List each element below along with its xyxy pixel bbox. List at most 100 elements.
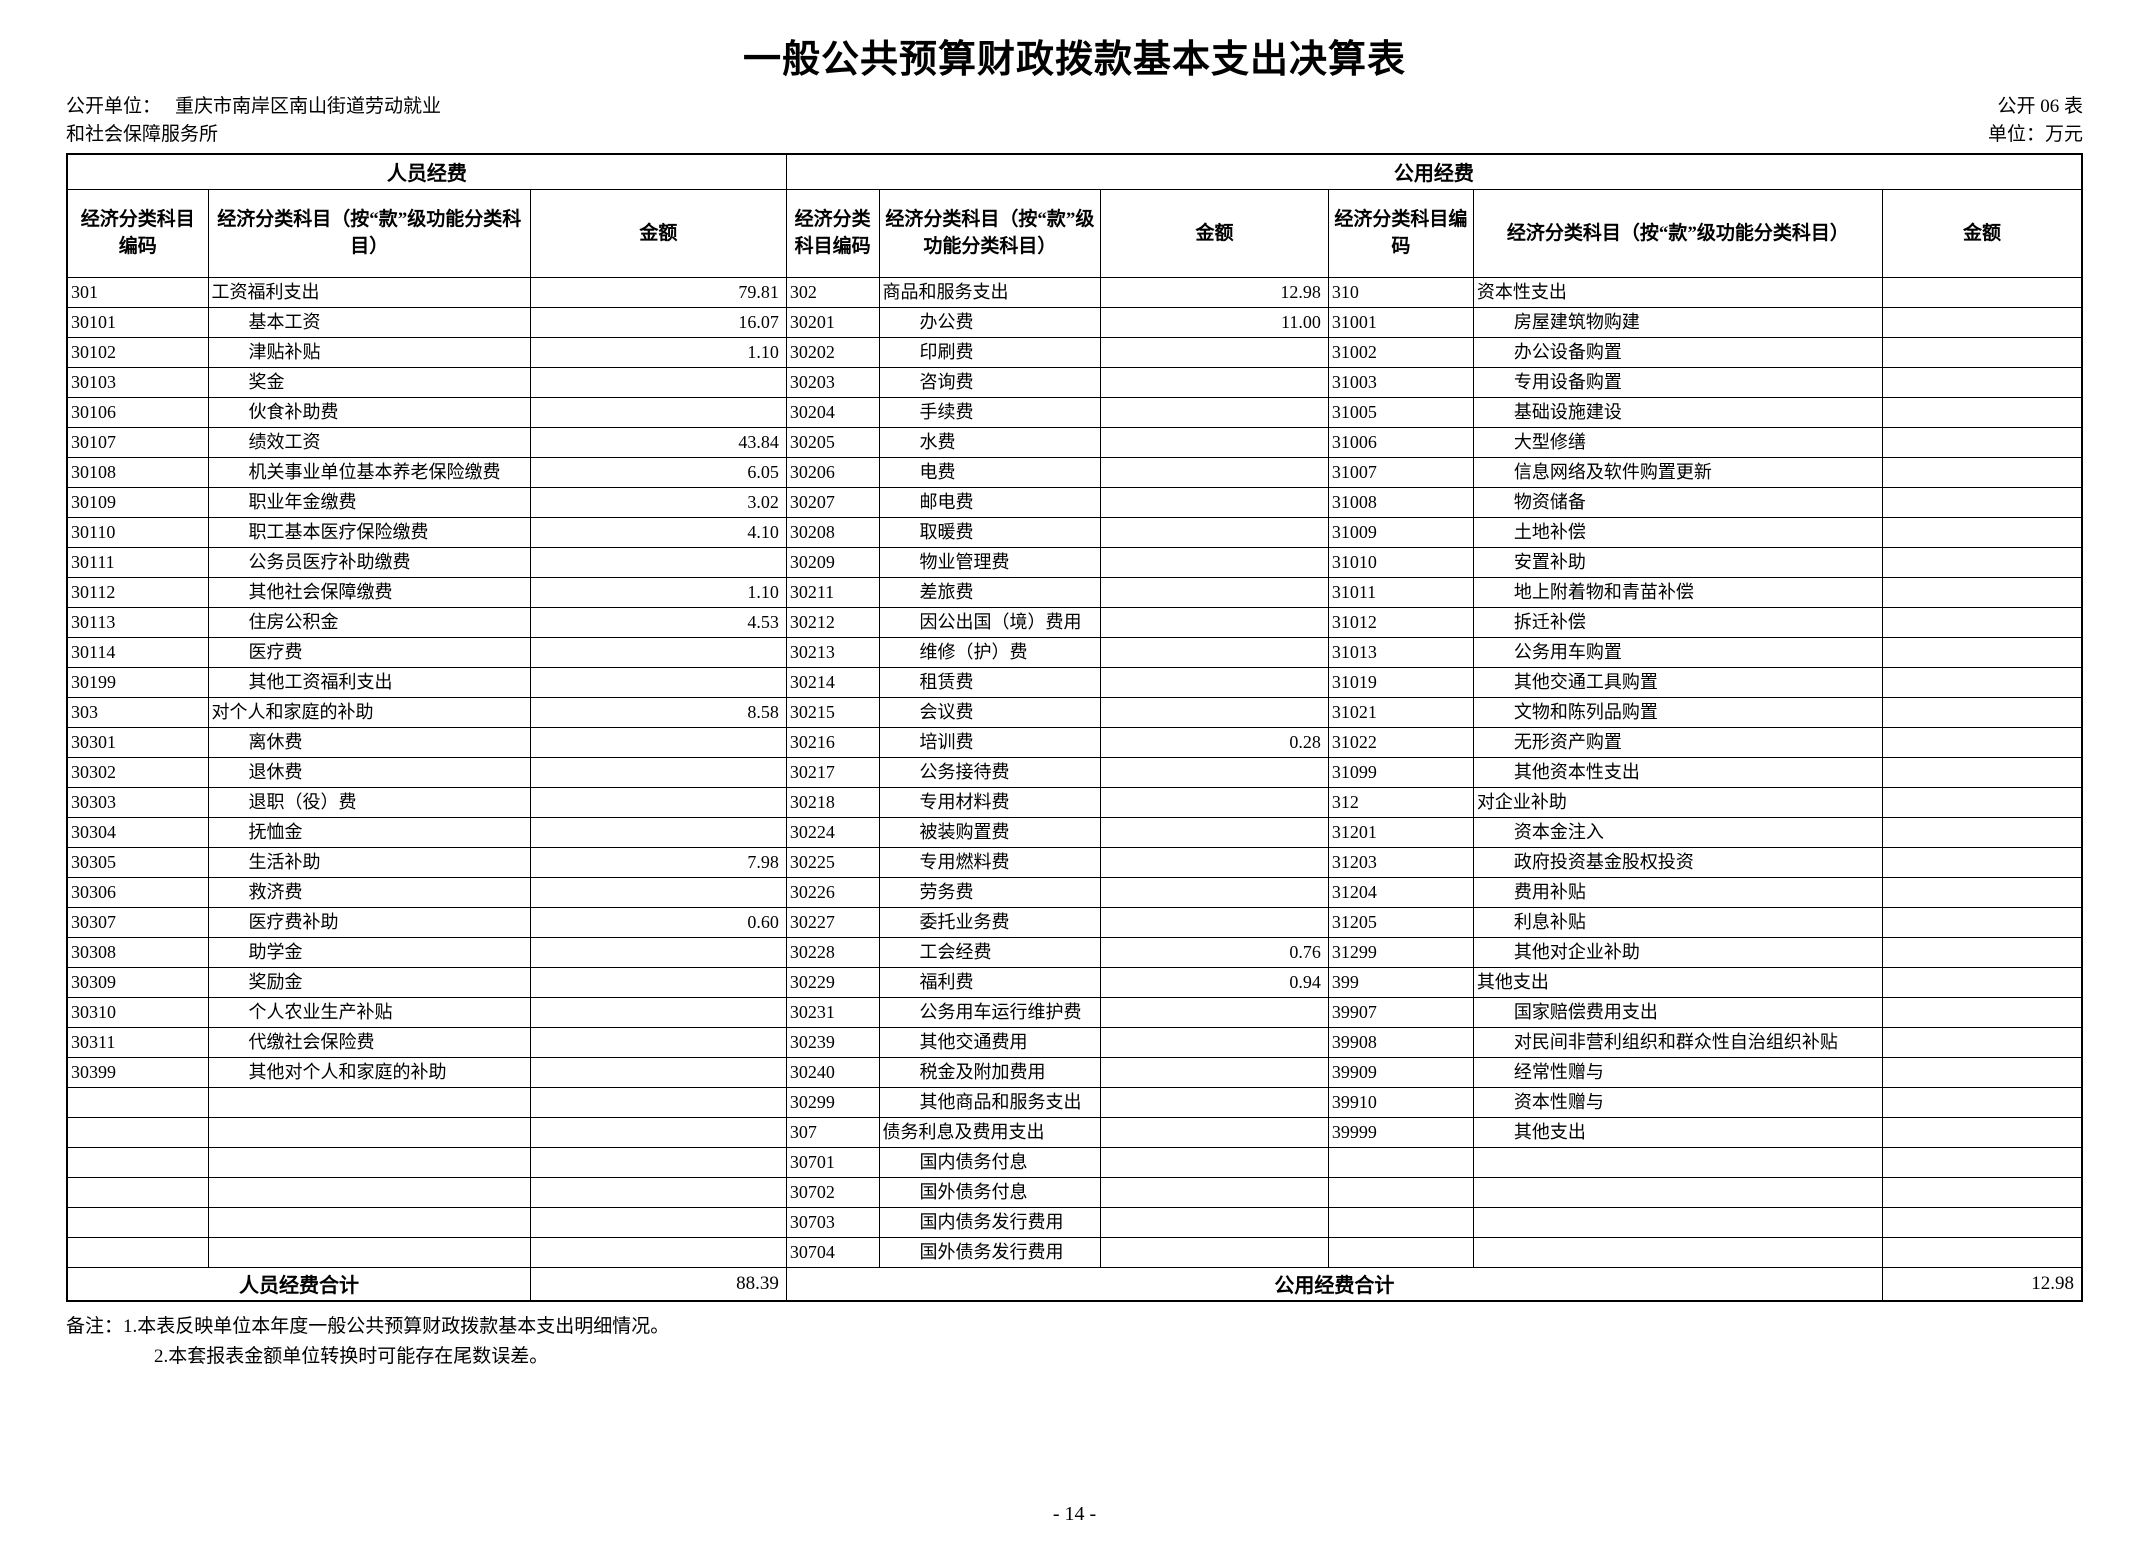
amount-cell: [1100, 336, 1329, 368]
totals-row: 人员经费合计 88.39 公用经费合计 12.98: [66, 1266, 2083, 1302]
code-cell: 31204: [1327, 876, 1474, 908]
code-cell: 30701: [785, 1146, 880, 1178]
amount-cell: [529, 1116, 787, 1148]
code-cell: 302: [785, 276, 880, 308]
amount-cell: [1100, 576, 1329, 608]
subject-cell: 物资储备: [1472, 486, 1883, 518]
code-cell: 310: [1327, 276, 1474, 308]
publisher-label: 公开单位：: [66, 96, 162, 117]
code-cell: 30106: [66, 396, 209, 428]
code-cell: 30110: [66, 516, 209, 548]
amount-cell: [1100, 846, 1329, 878]
subject-cell: 奖励金: [207, 966, 531, 998]
table-row: 30304 抚恤金 30224 被装购置费 31201 资本金注入: [66, 816, 2083, 848]
code-cell: 30307: [66, 906, 209, 938]
subject-cell: 被装购置费: [878, 816, 1102, 848]
subject-cell: 信息网络及软件购置更新: [1472, 456, 1883, 488]
code-cell: [1327, 1146, 1474, 1178]
subject-cell: 物业管理费: [878, 546, 1102, 578]
code-cell: 30303: [66, 786, 209, 818]
table-row: 30305 生活补助 7.98 30225 专用燃料费 31203 政府投资基金股权投资: [66, 846, 2083, 878]
amount-cell: [1100, 666, 1329, 698]
table-row: 30106 伙食补助费 30204 手续费 31005 基础设施建设: [66, 396, 2083, 428]
subject-cell: 资本金注入: [1472, 816, 1883, 848]
amount-cell: [1881, 276, 2083, 308]
col-header-amount-public-2: 金额: [1881, 188, 2083, 278]
amount-cell: 0.28: [1100, 726, 1329, 758]
amount-cell: [1881, 516, 2083, 548]
subject-cell: 商品和服务支出: [878, 276, 1102, 308]
amount-cell: [1100, 1176, 1329, 1208]
subject-cell: 委托业务费: [878, 906, 1102, 938]
amount-cell: [1881, 756, 2083, 788]
expenditure-table: 人员经费 公用经费 经济分类科目编码 经济分类科目（按“款”级功能分类科目） 金…: [66, 153, 2083, 1302]
personnel-total-label: 人员经费合计: [66, 1266, 531, 1302]
amount-cell: 4.53: [529, 606, 787, 638]
amount-cell: 0.60: [529, 906, 787, 938]
table-row: 30299 其他商品和服务支出 39910 资本性赠与: [66, 1086, 2083, 1118]
subject-cell: 对民间非营利组织和群众性自治组织补贴: [1472, 1026, 1883, 1058]
code-cell: 31021: [1327, 696, 1474, 728]
amount-cell: [529, 966, 787, 998]
code-cell: 30109: [66, 486, 209, 518]
code-cell: 30218: [785, 786, 880, 818]
amount-cell: [1100, 456, 1329, 488]
amount-cell: [529, 366, 787, 398]
code-cell: 30203: [785, 366, 880, 398]
table-row: 30308 助学金 30228 工会经费 0.76 31299 其他对企业补助: [66, 936, 2083, 968]
code-cell: 31009: [1327, 516, 1474, 548]
table-row: 30107 绩效工资 43.84 30205 水费 31006 大型修缮: [66, 426, 2083, 458]
group-header-row: 人员经费 公用经费: [66, 153, 2083, 190]
table-row: 30311 代缴社会保险费 30239 其他交通费用 39908 对民间非营利组织和群众性…: [66, 1026, 2083, 1058]
code-cell: 30199: [66, 666, 209, 698]
amount-cell: [1881, 306, 2083, 338]
subject-cell: 职工基本医疗保险缴费: [207, 516, 531, 548]
amount-cell: 7.98: [529, 846, 787, 878]
amount-cell: [1881, 786, 2083, 818]
document-page: 一般公共预算财政拨款基本支出决算表 公开单位： 重庆市南岸区南山街道劳动就业 和社…: [0, 28, 2149, 1525]
table-row: 30102 津贴补贴 1.10 30202 印刷费 31002 办公设备购置: [66, 336, 2083, 368]
amount-cell: 0.76: [1100, 936, 1329, 968]
table-row: 30101 基本工资 16.07 30201 办公费 11.00 31001 房屋建筑物购建: [66, 306, 2083, 338]
amount-cell: [1100, 1026, 1329, 1058]
amount-cell: [1881, 1176, 2083, 1208]
subject-cell: 退休费: [207, 756, 531, 788]
subject-cell: 救济费: [207, 876, 531, 908]
subject-cell: 培训费: [878, 726, 1102, 758]
column-header-row: 经济分类科目编码 经济分类科目（按“款”级功能分类科目） 金额 经济分类科目编码…: [66, 188, 2083, 278]
subject-cell: 其他资本性支出: [1472, 756, 1883, 788]
subject-cell: 咨询费: [878, 366, 1102, 398]
subject-cell: 其他支出: [1472, 1116, 1883, 1148]
subject-cell: 离休费: [207, 726, 531, 758]
subject-cell: 资本性赠与: [1472, 1086, 1883, 1118]
code-cell: 30208: [785, 516, 880, 548]
amount-cell: [1100, 876, 1329, 908]
code-cell: 31205: [1327, 906, 1474, 938]
subject-cell: 对企业补助: [1472, 786, 1883, 818]
amount-cell: [529, 876, 787, 908]
subject-cell: [207, 1206, 531, 1238]
amount-cell: 4.10: [529, 516, 787, 548]
amount-cell: [1100, 786, 1329, 818]
col-header-code-personnel: 经济分类科目编码: [66, 188, 209, 278]
notes: 备注：1.本表反映单位本年度一般公共预算财政拨款基本支出明细情况。 2.本套报表…: [66, 1312, 2083, 1372]
amount-cell: [1100, 426, 1329, 458]
publisher-name-part2: 和社会保障服务所: [66, 124, 219, 145]
subject-cell: 租赁费: [878, 666, 1102, 698]
table-row: 303 对个人和家庭的补助 8.58 30215 会议费 31021 文物和陈列品购置: [66, 696, 2083, 728]
amount-cell: 16.07: [529, 306, 787, 338]
personnel-total-amount: 88.39: [529, 1266, 787, 1302]
subject-cell: 退职（役）费: [207, 786, 531, 818]
publisher-info: 公开单位： 重庆市南岸区南山街道劳动就业 和社会保障服务所: [66, 93, 441, 149]
code-cell: 39910: [1327, 1086, 1474, 1118]
code-cell: 30111: [66, 546, 209, 578]
code-cell: 30216: [785, 726, 880, 758]
amount-cell: [1100, 696, 1329, 728]
amount-cell: [1881, 696, 2083, 728]
code-cell: 30206: [785, 456, 880, 488]
table-row: 30399 其他对个人和家庭的补助 30240 税金及附加费用 39909 经常性赠与: [66, 1056, 2083, 1088]
subject-cell: 代缴社会保险费: [207, 1026, 531, 1058]
amount-cell: [1881, 996, 2083, 1028]
code-cell: [66, 1176, 209, 1208]
amount-cell: 8.58: [529, 696, 787, 728]
